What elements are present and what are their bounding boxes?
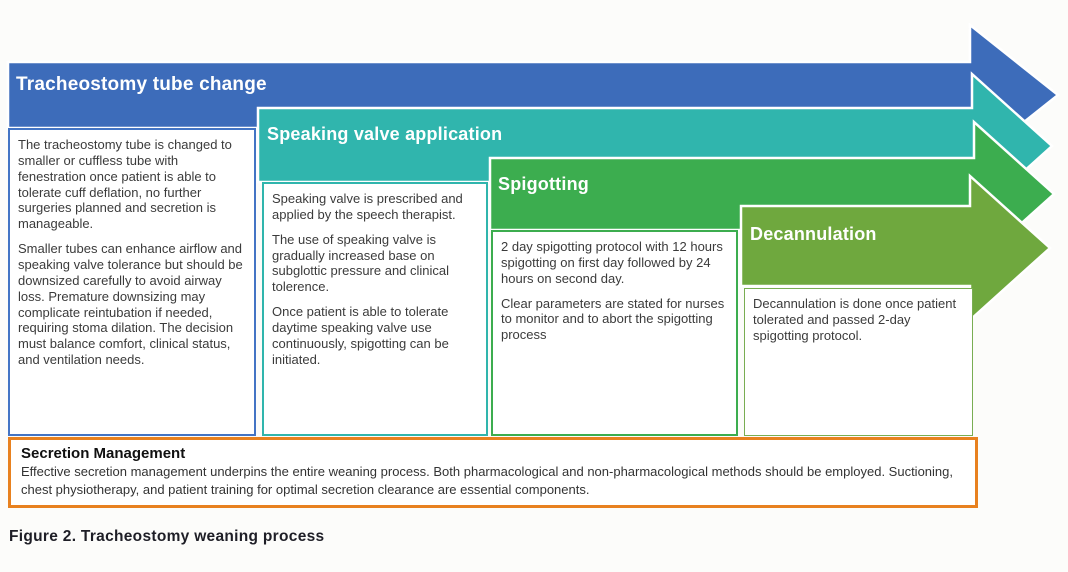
stage-arrow-decannulation [739,173,1052,323]
stage-paragraph: Decannulation is done once patient toler… [753,296,957,343]
stage-paragraph: The use of speaking valve is gradually i… [272,231,450,295]
stage-description-speaking-valve: Speaking valve is prescribed and applied… [262,182,488,436]
stage-title-spigotting: Spigotting [498,174,589,194]
stage-paragraph: 2 day spigotting protocol with 12 hours … [501,239,723,286]
secretion-management-box: Secretion Management Effective secretion… [8,437,978,508]
stage-paragraph: Smaller tubes can enhance airflow and sp… [18,241,243,368]
figure-caption: Figure 2. Tracheostomy weaning process [9,528,325,545]
stage-title-decannulation: Decannulation [750,224,877,244]
stage-paragraph: Clear parameters are stated for nurses t… [501,295,725,343]
stage-title-tube-change: Tracheostomy tube change [16,74,267,95]
stage-paragraph: Once patient is able to tolerate daytime… [272,304,449,367]
stage-description-tube-change: The tracheostomy tube is changed to smal… [8,128,256,436]
stage-paragraph: Speaking valve is prescribed and applied… [272,191,463,222]
stage-description-spigotting: 2 day spigotting protocol with 12 hours … [491,230,738,436]
secretion-management-title: Secretion Management [21,445,186,462]
stage-paragraph: The tracheostomy tube is changed to smal… [18,137,232,232]
secretion-management-text: Effective secretion management underpins… [21,464,953,497]
stage-description-decannulation: Decannulation is done once patient toler… [744,288,973,436]
stage-title-speaking-valve: Speaking valve application [267,124,503,144]
